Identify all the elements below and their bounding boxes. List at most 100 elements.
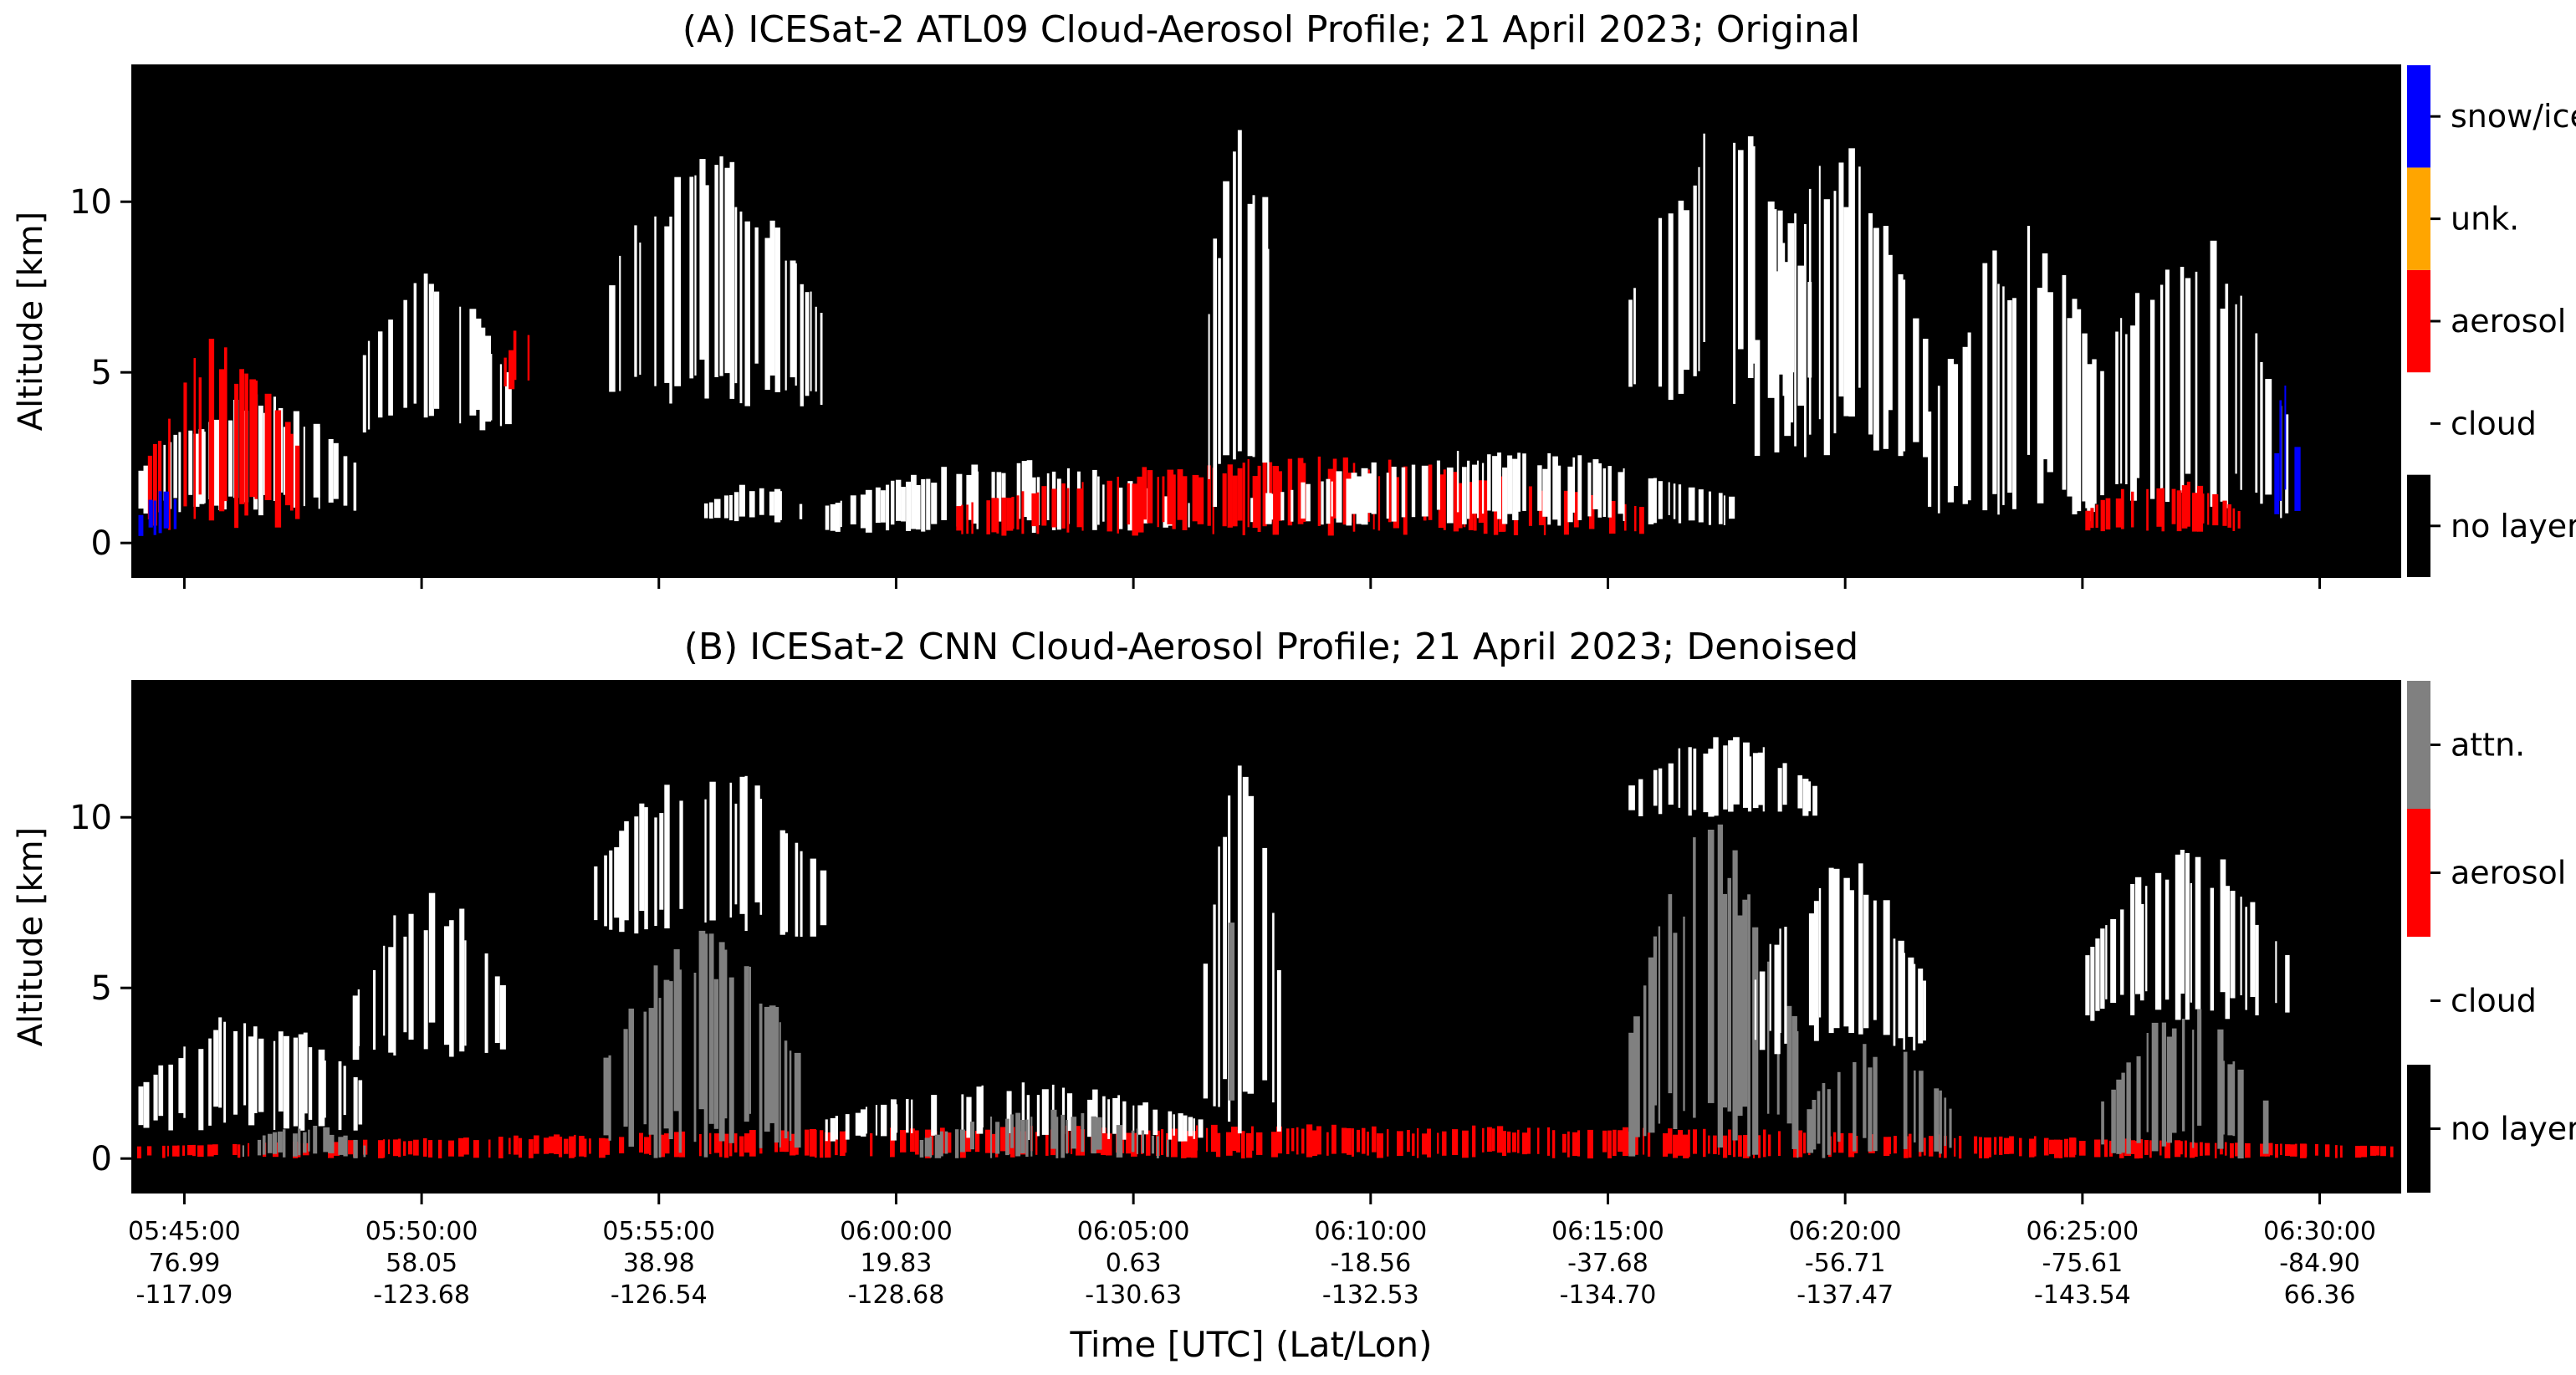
layer-segment-aerosol bbox=[900, 1130, 907, 1153]
layer-segment-attn bbox=[784, 1040, 788, 1139]
layer-segment-cloud bbox=[1436, 460, 1440, 510]
layer-segment-aerosol bbox=[1001, 497, 1007, 536]
layer-segment-aerosol bbox=[1437, 1132, 1439, 1154]
layer-segment-aerosol bbox=[509, 350, 515, 390]
layer-segment-cloud bbox=[1913, 318, 1919, 442]
layer-segment-aerosol bbox=[1197, 477, 1204, 524]
layer-segment-cloud bbox=[891, 480, 895, 525]
layer-segment-cloud bbox=[1492, 456, 1499, 512]
layer-segment-cloud bbox=[2095, 938, 2100, 1011]
layer-segment-cloud bbox=[2120, 909, 2124, 995]
layer-segment-aerosol bbox=[2380, 1146, 2386, 1157]
layer-segment-aerosol bbox=[403, 1141, 406, 1156]
layer-segment-cloud bbox=[163, 444, 166, 501]
layer-segment-aerosol bbox=[1031, 493, 1038, 527]
layer-segment-aerosol bbox=[1929, 1136, 1934, 1157]
colorbar-label: no layer bbox=[2451, 508, 2576, 544]
layer-segment-attn bbox=[1919, 1071, 1924, 1153]
layer-segment-attn bbox=[1873, 1056, 1878, 1152]
layer-segment-aerosol bbox=[589, 1138, 591, 1154]
layer-segment-cloud bbox=[594, 866, 598, 921]
layer-segment-cloud bbox=[724, 167, 731, 374]
layer-segment-cloud bbox=[1218, 846, 1220, 1107]
layer-segment-cloud bbox=[168, 1064, 173, 1131]
layer-segment-cloud bbox=[1812, 785, 1817, 816]
layer-segment-cloud bbox=[2195, 856, 2201, 1010]
layer-segment-aerosol bbox=[779, 1130, 786, 1153]
layer-segment-aerosol bbox=[2225, 1142, 2227, 1156]
layer-segment-aerosol bbox=[1768, 1134, 1771, 1157]
layer-segment-aerosol bbox=[463, 1137, 469, 1155]
layer-segment-cloud bbox=[1848, 890, 1854, 1033]
panel-b: (B) ICESat-2 CNN Cloud-Aerosol Profile; … bbox=[12, 626, 2576, 1310]
layer-segment-attn bbox=[698, 930, 706, 1110]
colorbar-swatch bbox=[2407, 937, 2430, 1065]
layer-segment-cloud bbox=[1331, 481, 1333, 517]
layer-segment-cloud bbox=[714, 498, 721, 519]
colorbar-label: unk. bbox=[2451, 201, 2519, 238]
layer-segment-aerosol bbox=[1974, 1136, 1978, 1154]
layer-segment-aerosol bbox=[2109, 1140, 2113, 1157]
layer-segment-cloud bbox=[1472, 464, 1478, 514]
layer-segment-cloud bbox=[1456, 451, 1459, 513]
layer-segment-cloud bbox=[734, 207, 738, 384]
layer-segment-aerosol bbox=[503, 357, 507, 386]
layer-segment-cloud bbox=[1188, 1117, 1193, 1137]
layer-segment-aerosol bbox=[2064, 1138, 2069, 1158]
layer-segment-cloud bbox=[2062, 274, 2067, 490]
layer-segment-aerosol bbox=[649, 1132, 652, 1155]
layer-segment-cloud bbox=[729, 495, 733, 521]
layer-segment-cloud bbox=[1893, 938, 1896, 1046]
layer-segment-cloud bbox=[634, 816, 639, 934]
layer-segment-attn bbox=[1737, 915, 1743, 1117]
layer-segment-aerosol bbox=[1347, 1127, 1352, 1155]
layer-segment-cloud bbox=[1698, 489, 1704, 523]
layer-segment-cloud bbox=[403, 936, 407, 1033]
x-tick-time: 05:45:00 bbox=[128, 1217, 241, 1246]
layer-segment-aerosol bbox=[2049, 1139, 2056, 1154]
layer-segment-attn bbox=[1131, 1130, 1135, 1153]
layer-segment-cloud bbox=[785, 260, 787, 391]
layer-segment-aerosol bbox=[2171, 488, 2176, 524]
layer-segment-aerosol bbox=[1241, 1131, 1245, 1159]
layer-segment-aerosol bbox=[1683, 1134, 1689, 1158]
layer-segment-aerosol bbox=[659, 1134, 665, 1158]
layer-segment-cloud bbox=[303, 1032, 308, 1114]
layer-segment-aerosol bbox=[845, 1131, 847, 1153]
layer-segment-cloud bbox=[423, 273, 428, 418]
layer-segment-cloud bbox=[774, 227, 780, 392]
layer-segment-cloud bbox=[1602, 468, 1607, 517]
layer-segment-cloud bbox=[223, 1021, 227, 1123]
layer-segment-cloud bbox=[1693, 185, 1697, 376]
layer-segment-aerosol bbox=[1171, 1128, 1178, 1158]
layer-segment-cloud bbox=[138, 470, 146, 509]
layer-segment-attn bbox=[744, 966, 749, 1122]
layer-segment-cloud bbox=[158, 1065, 164, 1117]
layer-segment-aerosol bbox=[244, 373, 248, 516]
layer-segment-aerosol bbox=[564, 1138, 569, 1154]
layer-segment-aerosol bbox=[473, 1140, 479, 1158]
layer-segment-aerosol bbox=[198, 377, 202, 495]
layer-segment-aerosol bbox=[1472, 1125, 1476, 1158]
layer-segment-cloud bbox=[1733, 142, 1736, 404]
panel-a-title: (A) ICESat-2 ATL09 Cloud-Aerosol Profile… bbox=[682, 8, 1860, 51]
layer-segment-cloud bbox=[248, 1036, 255, 1126]
x-tick-time: 06:15:00 bbox=[1551, 1217, 1664, 1246]
layer-segment-cloud bbox=[213, 1030, 219, 1107]
layer-segment-cloud bbox=[2240, 897, 2242, 995]
x-tick-lon: -123.68 bbox=[373, 1280, 470, 1310]
layer-segment-attn bbox=[939, 1131, 943, 1157]
layer-segment-aerosol bbox=[2029, 1138, 2035, 1158]
layer-segment-aerosol bbox=[1498, 476, 1505, 532]
layer-segment-cloud bbox=[2100, 928, 2105, 1010]
layer-segment-cloud bbox=[961, 1094, 964, 1137]
layer-segment-aerosol bbox=[2355, 1146, 2362, 1158]
x-tick-lat: 38.98 bbox=[623, 1249, 695, 1278]
layer-segment-aerosol bbox=[2205, 1142, 2211, 1156]
layer-segment-cloud bbox=[193, 433, 200, 507]
layer-segment-aerosol bbox=[890, 1127, 895, 1158]
layer-segment-attn bbox=[774, 1007, 779, 1142]
layer-segment-cloud bbox=[1688, 747, 1692, 816]
layer-segment-cloud bbox=[805, 292, 810, 396]
x-tick-lat: -18.56 bbox=[1330, 1249, 1411, 1278]
